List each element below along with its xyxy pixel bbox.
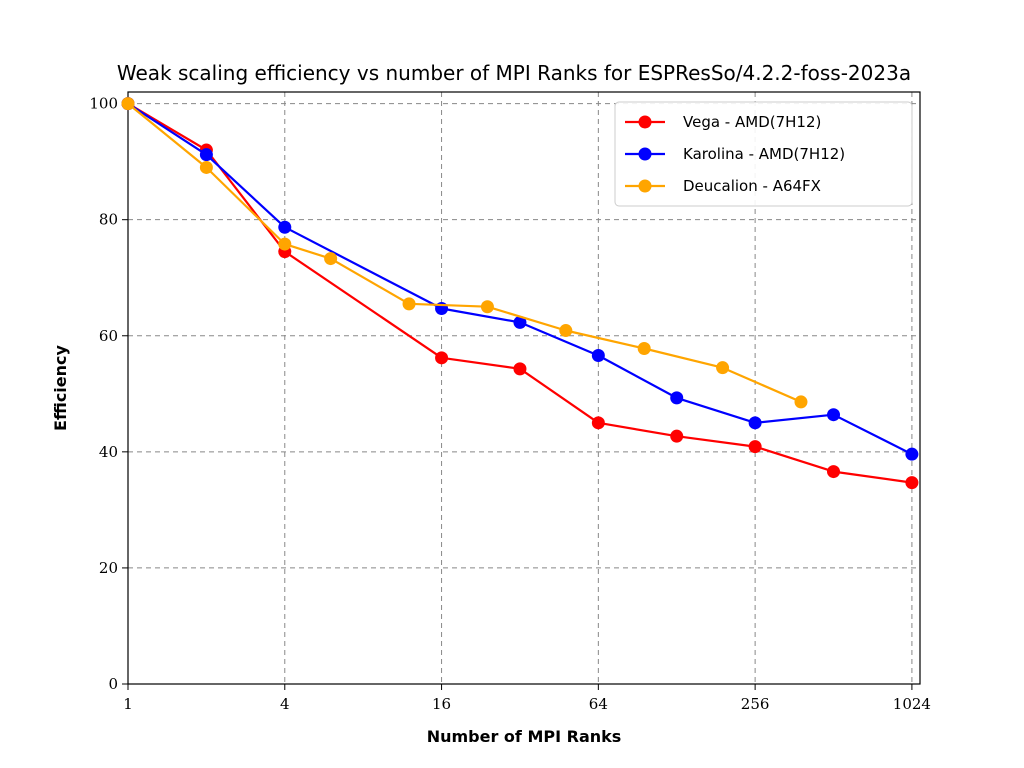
data-point <box>559 324 573 338</box>
data-point <box>278 220 292 234</box>
series-line <box>127 102 802 403</box>
x-tick-label: 64 <box>589 695 608 713</box>
y-tick-label: 0 <box>108 675 118 693</box>
data-point <box>324 252 338 266</box>
legend-box <box>614 101 913 207</box>
series-1 <box>121 97 919 490</box>
x-tick-label: 1024 <box>893 695 931 713</box>
legend-item: Deucalion - A64FX <box>625 177 821 195</box>
series-layer <box>121 97 919 490</box>
data-point <box>591 348 605 362</box>
data-point <box>278 237 292 251</box>
x-tick-label: 4 <box>280 695 290 713</box>
legend-label: Karolina - AMD(7H12) <box>683 145 845 163</box>
data-point <box>748 416 762 430</box>
data-point <box>513 315 527 329</box>
data-point <box>794 395 808 409</box>
data-point <box>435 351 449 365</box>
legend-label: Deucalion - A64FX <box>683 177 821 195</box>
plot-frame <box>127 91 921 685</box>
x-axis: 1 4 16 64 256 1024 <box>123 684 931 713</box>
chart-title: Weak scaling efficiency vs number of MPI… <box>117 61 911 85</box>
series-2 <box>121 97 919 461</box>
legend-marker <box>638 147 652 161</box>
data-point <box>827 408 841 422</box>
legend-label: Vega - AMD(7H12) <box>683 113 821 131</box>
data-point <box>591 416 605 430</box>
series-line <box>127 102 913 484</box>
data-point <box>480 300 494 314</box>
legend-marker <box>638 115 652 129</box>
y-axis-label: Efficiency <box>51 344 70 430</box>
data-point <box>748 440 762 454</box>
x-tick-label: 1 <box>123 695 133 713</box>
x-tick-label: 256 <box>741 695 770 713</box>
series-line <box>127 102 913 456</box>
data-point <box>199 160 213 174</box>
data-point <box>513 362 527 376</box>
y-tick-label: 40 <box>99 443 118 461</box>
legend-marker <box>638 179 652 193</box>
data-point <box>905 476 919 490</box>
series-3 <box>121 97 808 409</box>
y-tick-label: 20 <box>99 559 118 577</box>
y-tick-label: 60 <box>99 327 118 345</box>
data-point <box>121 97 135 111</box>
x-tick-label: 16 <box>432 695 451 713</box>
legend-item: Karolina - AMD(7H12) <box>625 145 845 163</box>
data-point <box>716 361 730 375</box>
data-point <box>670 429 684 443</box>
legend-item: Vega - AMD(7H12) <box>625 113 821 131</box>
x-axis-label: Number of MPI Ranks <box>427 727 622 746</box>
data-point <box>905 447 919 461</box>
data-point <box>670 391 684 405</box>
y-tick-label: 80 <box>99 211 118 229</box>
data-point <box>199 148 213 162</box>
data-point <box>637 342 651 356</box>
y-axis: 0 20 40 60 80 100 <box>89 95 128 693</box>
legend: Vega - AMD(7H12) Karolina - AMD(7H12) Deuc… <box>614 101 913 207</box>
data-point <box>402 297 416 311</box>
data-point <box>827 465 841 479</box>
y-tick-label: 100 <box>89 95 118 113</box>
